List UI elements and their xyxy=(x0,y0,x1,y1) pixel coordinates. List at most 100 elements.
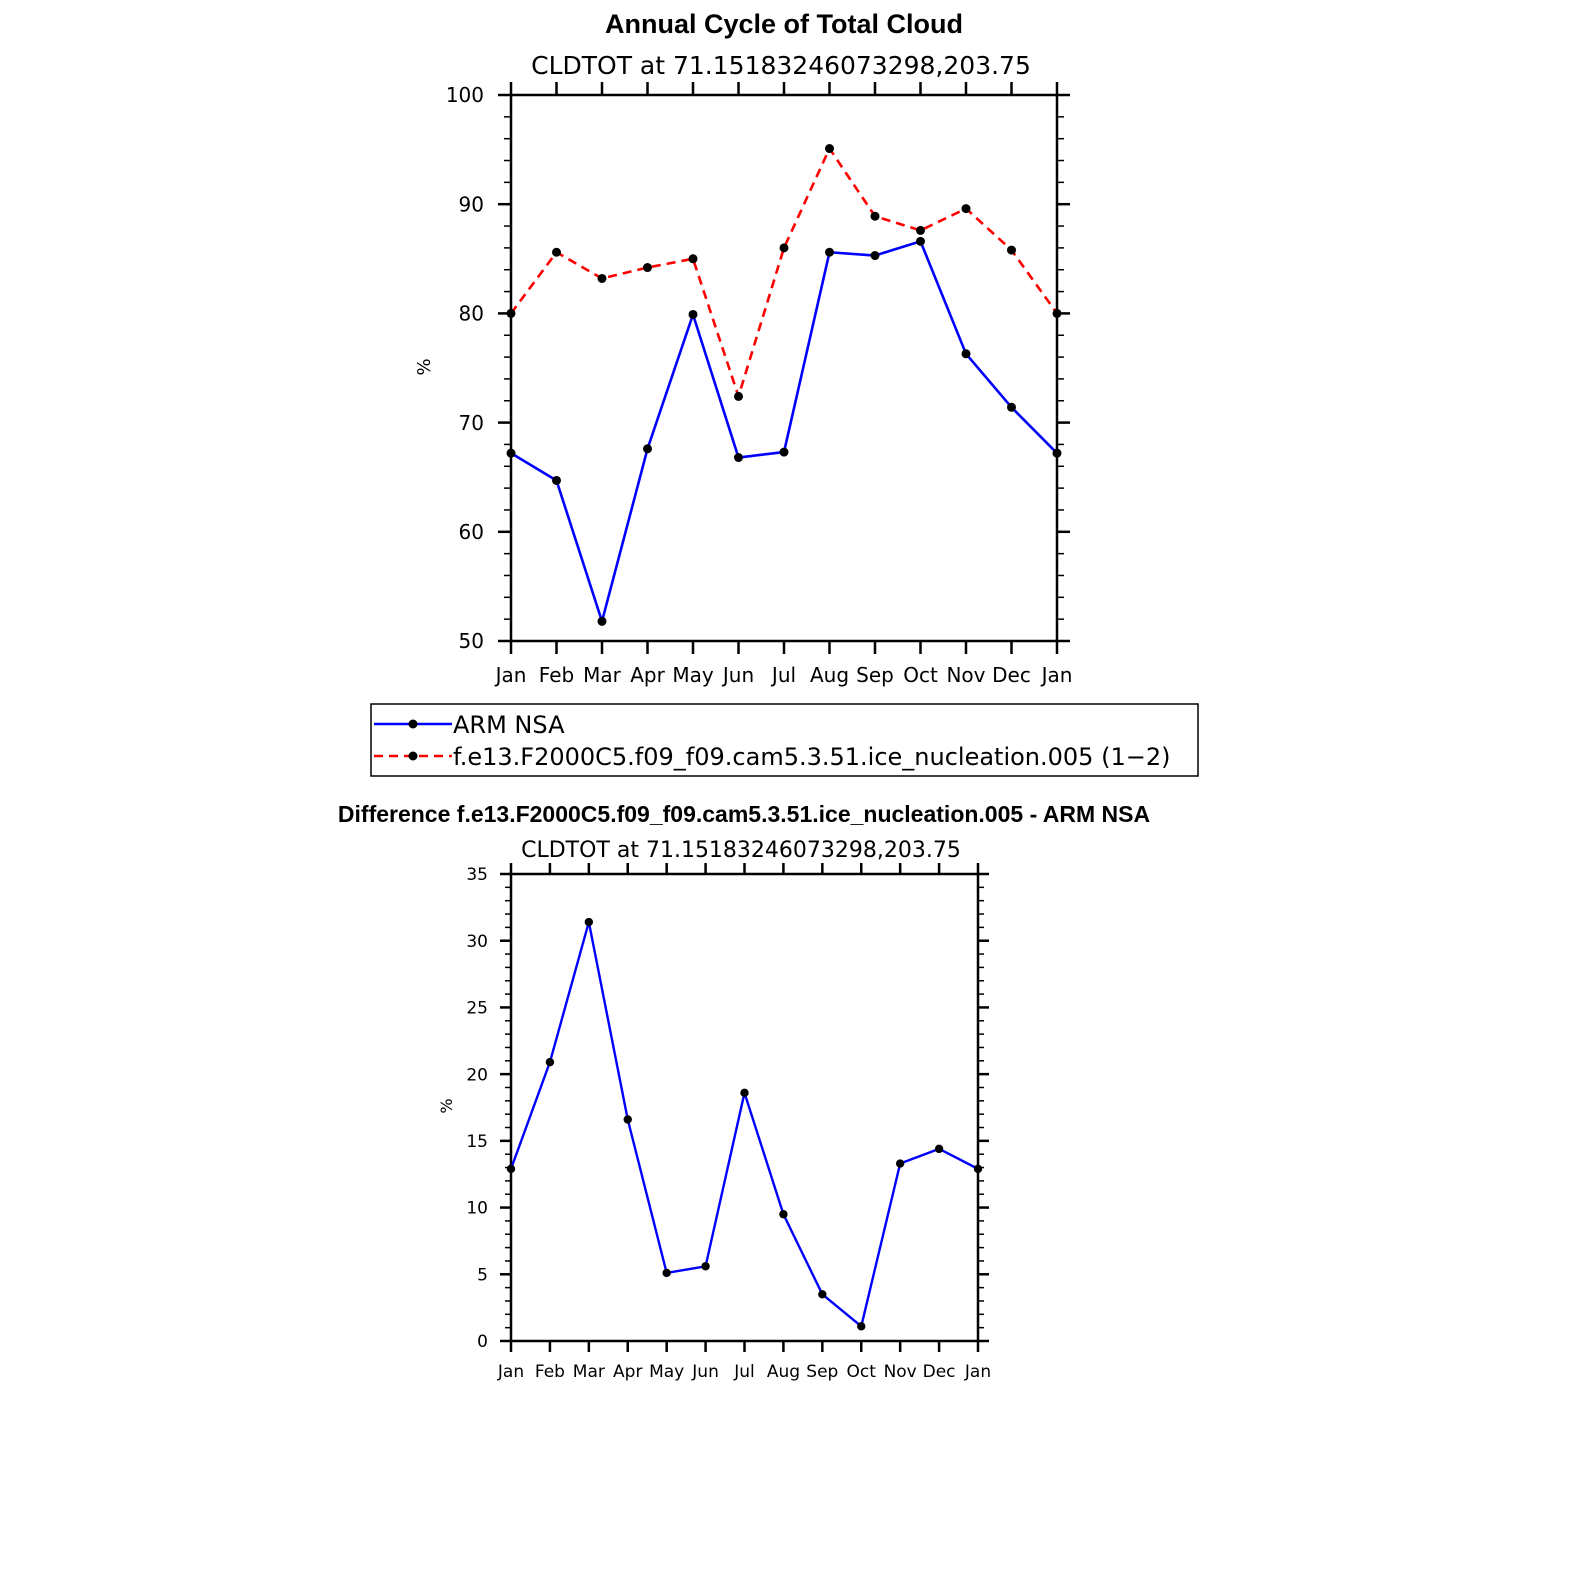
chart2-ylabel: % xyxy=(437,1098,456,1113)
x-tick-label: Apr xyxy=(630,663,665,687)
data-point-series-0 xyxy=(552,475,561,485)
chart1-plot-area: Jan Feb Mar Apr May Jun Jul Aug Sep Oct Nov Dec Jan 5… xyxy=(446,82,1073,687)
x-tick-label: Dec xyxy=(992,663,1031,687)
data-point-series-0 xyxy=(701,1262,710,1271)
data-point-series-0 xyxy=(779,447,789,457)
x-tick-label: Jun xyxy=(721,663,754,687)
x-tick-label: Jan xyxy=(497,1362,524,1382)
y-tick-label: 70 xyxy=(459,411,484,435)
x-tick-label: Nov xyxy=(884,1362,917,1382)
series-line-0 xyxy=(510,240,1058,623)
data-point-series-1 xyxy=(1052,308,1062,318)
data-point-series-0 xyxy=(1052,448,1062,458)
legend-marker-model xyxy=(408,751,418,761)
y-tick-label: 15 xyxy=(466,1132,488,1152)
x-tick-label: Aug xyxy=(767,1362,800,1382)
series-line-1 xyxy=(509,147,1059,398)
data-point-series-0 xyxy=(973,1164,983,1174)
data-point-series-0 xyxy=(662,1268,671,1278)
data-point-series-0 xyxy=(688,309,698,319)
data-point-series-0 xyxy=(870,251,880,261)
data-point-series-0 xyxy=(895,1159,905,1168)
y-tick-label: 80 xyxy=(459,302,484,326)
data-point-series-1 xyxy=(825,144,834,154)
data-point-series-0 xyxy=(623,1115,632,1124)
x-tick-label: Mar xyxy=(573,1362,605,1382)
annual-cycle-chart: Annual Cycle of Total Cloud CLDTOT at 71… xyxy=(414,9,1072,687)
y-tick-label: 30 xyxy=(466,932,488,952)
data-point-series-0 xyxy=(825,247,834,257)
x-tick-label: Sep xyxy=(856,663,894,687)
data-point-series-1 xyxy=(597,273,607,283)
chart1-subtitle: CLDTOT at 71.15183246073298,203.75 xyxy=(531,51,1031,80)
x-tick-label: Oct xyxy=(847,1362,877,1382)
chart2-subtitle: CLDTOT at 71.15183246073298,203.75 xyxy=(521,838,961,863)
data-point-series-1 xyxy=(688,254,698,264)
data-point-series-1 xyxy=(643,263,652,273)
chart1-title: Annual Cycle of Total Cloud xyxy=(605,9,963,39)
y-tick-label: 0 xyxy=(477,1332,488,1352)
x-tick-label: Jan xyxy=(494,663,527,687)
y-tick-label: 35 xyxy=(466,865,488,885)
x-tick-label: Jul xyxy=(770,663,796,687)
data-point-series-1 xyxy=(870,211,880,221)
x-tick-label: Dec xyxy=(923,1362,956,1382)
chart1-legend: ARM NSA f.e13.F2000C5.f09_f09.cam5.3.51.… xyxy=(370,703,1199,777)
x-tick-label: Jan xyxy=(964,1362,991,1382)
y-tick-label: 90 xyxy=(459,192,484,216)
data-point-series-1 xyxy=(1007,245,1016,255)
y-tick-label: 50 xyxy=(459,629,484,653)
legend-label-model: f.e13.F2000C5.f09_f09.cam5.3.51.ice_nucl… xyxy=(453,743,1170,771)
legend-marker-arm-nsa xyxy=(408,719,418,729)
legend-label-arm-nsa: ARM NSA xyxy=(453,711,565,739)
data-point-series-0 xyxy=(779,1210,788,1219)
x-tick-label: Apr xyxy=(613,1362,642,1382)
x-tick-label: Feb xyxy=(535,1362,565,1382)
data-point-series-0 xyxy=(643,444,652,454)
legend-entry-model: f.e13.F2000C5.f09_f09.cam5.3.51.ice_nucl… xyxy=(374,743,1170,771)
data-point-series-0 xyxy=(818,1290,827,1299)
data-point-series-0 xyxy=(1007,402,1016,412)
x-tick-label: Jan xyxy=(1040,663,1073,687)
data-point-series-0 xyxy=(857,1322,866,1331)
data-point-series-0 xyxy=(916,236,925,246)
chart2-title: Difference f.e13.F2000C5.f09_f09.cam5.3.… xyxy=(338,801,1150,827)
y-tick-label: 60 xyxy=(459,520,484,544)
difference-chart: Difference f.e13.F2000C5.f09_f09.cam5.3.… xyxy=(338,801,1150,1382)
x-tick-label: Oct xyxy=(903,663,938,687)
data-point-series-0 xyxy=(934,1144,944,1154)
y-tick-label: 10 xyxy=(466,1199,488,1219)
x-tick-label: Mar xyxy=(583,663,622,687)
data-point-series-1 xyxy=(734,391,743,401)
data-point-series-0 xyxy=(506,448,516,458)
plot-frame xyxy=(509,93,1059,643)
data-point-series-0 xyxy=(597,616,607,626)
x-tick-label: Feb xyxy=(539,663,574,687)
data-point-series-0 xyxy=(734,453,743,463)
x-tick-label: Nov xyxy=(946,663,985,687)
x-tick-label: May xyxy=(672,663,714,687)
data-point-series-1 xyxy=(552,247,561,257)
data-point-series-0 xyxy=(961,349,971,359)
x-tick-label: Aug xyxy=(810,663,849,687)
chart1-ylabel: % xyxy=(414,358,435,375)
series-line-0 xyxy=(509,920,979,1328)
chart2-plot-area: Jan Feb Mar Apr May Jun Jul Aug Sep Oct Nov Dec Jan 0… xyxy=(466,863,991,1382)
x-tick-label: Sep xyxy=(806,1362,838,1382)
x-tick-label: May xyxy=(649,1362,684,1382)
legend-entry-arm-nsa: ARM NSA xyxy=(374,711,565,739)
y-tick-label: 5 xyxy=(477,1265,488,1285)
data-point-series-1 xyxy=(506,308,516,318)
y-tick-label: 100 xyxy=(446,83,484,107)
data-point-series-0 xyxy=(740,1088,749,1098)
legend-frame xyxy=(370,703,1199,777)
plot-frame xyxy=(509,872,980,1343)
data-point-series-1 xyxy=(779,243,789,253)
y-tick-label: 25 xyxy=(466,999,488,1019)
data-point-series-0 xyxy=(545,1057,555,1067)
data-point-series-0 xyxy=(584,917,594,927)
x-tick-label: Jun xyxy=(691,1362,719,1382)
x-tick-label: Jul xyxy=(733,1362,755,1382)
data-point-series-1 xyxy=(961,204,971,214)
